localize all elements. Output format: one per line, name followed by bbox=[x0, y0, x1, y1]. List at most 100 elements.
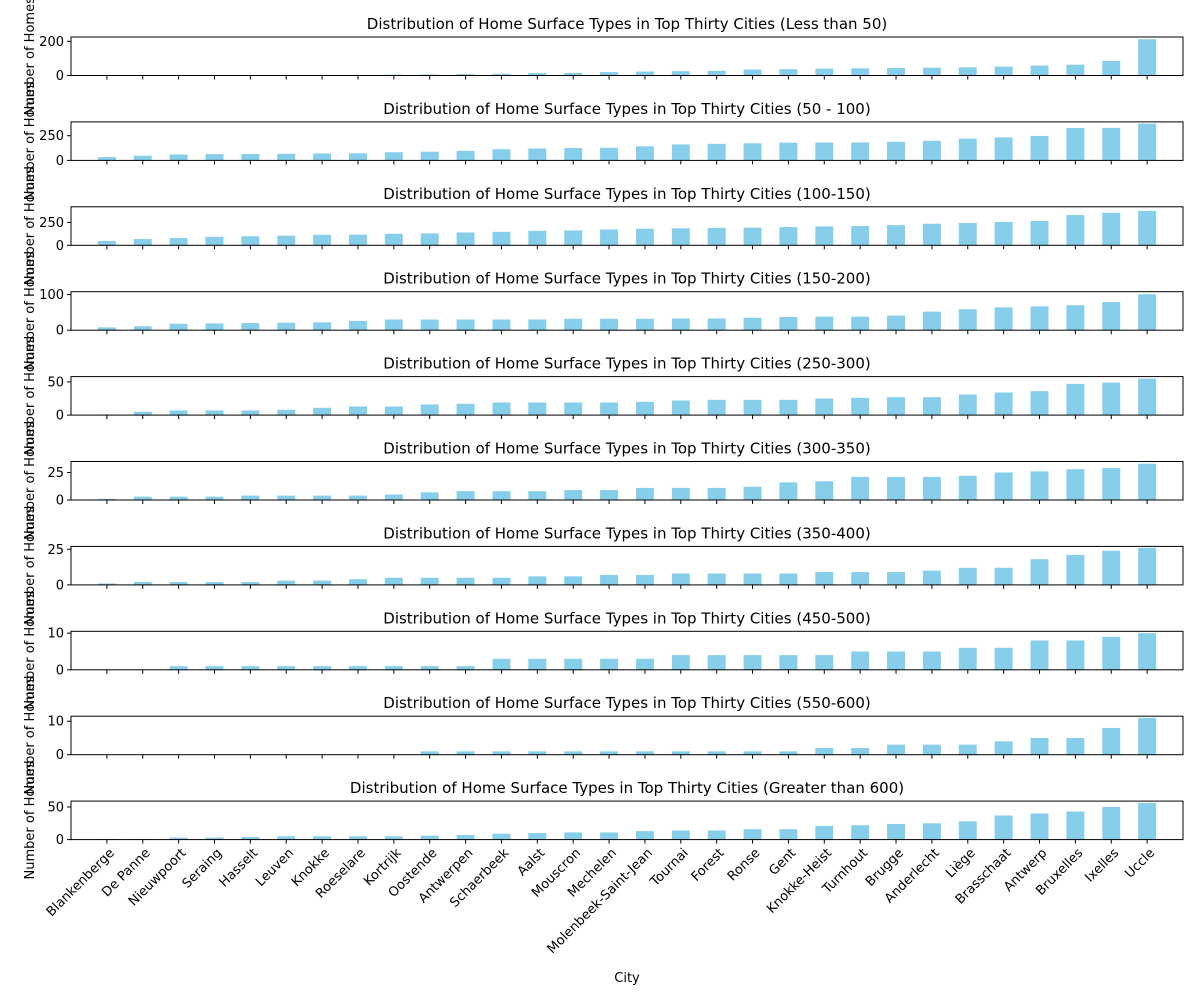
x-tick-label: Seraing bbox=[180, 846, 226, 892]
bar bbox=[170, 324, 188, 330]
bar bbox=[385, 578, 403, 585]
bar bbox=[241, 496, 259, 500]
bar bbox=[421, 836, 439, 840]
bar bbox=[815, 655, 833, 670]
bar bbox=[492, 491, 510, 500]
bar bbox=[923, 312, 941, 331]
bar bbox=[600, 490, 618, 500]
bar bbox=[1031, 814, 1049, 840]
bar bbox=[1066, 215, 1084, 245]
x-tick-label: Tournai bbox=[647, 846, 691, 890]
y-tick-label: 50 bbox=[47, 375, 64, 390]
bar bbox=[385, 234, 403, 245]
bar bbox=[600, 319, 618, 330]
bar bbox=[1138, 39, 1156, 75]
bar bbox=[1031, 559, 1049, 585]
bar bbox=[206, 666, 224, 670]
bar bbox=[1138, 379, 1156, 416]
bar bbox=[851, 825, 869, 839]
bar bbox=[1031, 471, 1049, 500]
bar bbox=[241, 410, 259, 415]
bar bbox=[1138, 294, 1156, 330]
axes-frame bbox=[71, 207, 1183, 246]
bar bbox=[887, 225, 905, 245]
bar bbox=[744, 228, 762, 246]
bar bbox=[851, 398, 869, 415]
bar bbox=[636, 488, 654, 500]
y-tick-label: 100 bbox=[39, 288, 64, 303]
bar bbox=[923, 823, 941, 839]
bar bbox=[887, 572, 905, 585]
bar bbox=[959, 223, 977, 245]
y-tick-label: 0 bbox=[56, 324, 64, 339]
bar bbox=[1138, 464, 1156, 500]
bar bbox=[959, 139, 977, 161]
bar bbox=[1102, 551, 1120, 585]
bar bbox=[636, 146, 654, 160]
bar bbox=[1138, 803, 1156, 840]
bar bbox=[134, 326, 152, 330]
x-tick-label: Uccle bbox=[1122, 846, 1158, 882]
panel-title: Distribution of Home Surface Types in To… bbox=[383, 270, 870, 288]
bar bbox=[313, 322, 331, 330]
bar bbox=[241, 154, 259, 160]
x-tick-label: Leuven bbox=[253, 846, 297, 890]
bar bbox=[457, 404, 475, 415]
bar bbox=[779, 400, 797, 415]
bar bbox=[385, 406, 403, 415]
bar bbox=[349, 496, 367, 500]
y-tick-label: 0 bbox=[56, 494, 64, 509]
bar bbox=[1066, 555, 1084, 585]
bar bbox=[636, 659, 654, 670]
bar bbox=[528, 751, 546, 754]
panel-title: Distribution of Home Surface Types in To… bbox=[350, 779, 904, 797]
bar bbox=[779, 227, 797, 245]
bar bbox=[636, 72, 654, 76]
bar bbox=[528, 576, 546, 585]
axes-frame bbox=[71, 546, 1183, 585]
bar bbox=[564, 230, 582, 245]
bar bbox=[492, 402, 510, 415]
bar bbox=[492, 578, 510, 585]
panel-title: Distribution of Home Surface Types in To… bbox=[383, 694, 870, 712]
bar bbox=[349, 321, 367, 330]
bar bbox=[887, 316, 905, 331]
bar bbox=[277, 410, 295, 415]
bar bbox=[349, 666, 367, 670]
y-tick-label: 0 bbox=[56, 69, 64, 84]
bar bbox=[457, 751, 475, 754]
y-tick-label: 0 bbox=[56, 239, 64, 254]
bar bbox=[708, 71, 726, 76]
panel-title: Distribution of Home Surface Types in To… bbox=[383, 100, 870, 118]
y-axis-label: Number of Homes bbox=[23, 761, 38, 879]
bar bbox=[851, 572, 869, 585]
bar bbox=[995, 648, 1013, 670]
bar bbox=[1031, 221, 1049, 245]
bar bbox=[708, 318, 726, 330]
panel-title: Distribution of Home Surface Types in To… bbox=[383, 524, 870, 542]
bar bbox=[277, 496, 295, 500]
y-tick-label: 0 bbox=[56, 663, 64, 678]
bar bbox=[779, 655, 797, 670]
bar bbox=[815, 399, 833, 416]
bar bbox=[528, 659, 546, 670]
bar bbox=[528, 148, 546, 160]
bar bbox=[887, 651, 905, 669]
axes-frame bbox=[71, 122, 1183, 160]
bar bbox=[600, 229, 618, 245]
bar bbox=[421, 666, 439, 670]
bar bbox=[959, 821, 977, 839]
bar bbox=[385, 666, 403, 670]
bar bbox=[170, 238, 188, 245]
bar bbox=[170, 154, 188, 160]
bar bbox=[564, 490, 582, 500]
bar bbox=[1031, 738, 1049, 755]
x-tick-label: Hasselt bbox=[217, 846, 262, 891]
bar bbox=[779, 829, 797, 839]
bar bbox=[1102, 383, 1120, 416]
bar bbox=[313, 408, 331, 415]
y-tick-label: 0 bbox=[56, 833, 64, 848]
bar bbox=[995, 307, 1013, 330]
bar bbox=[672, 751, 690, 754]
bar bbox=[564, 148, 582, 160]
